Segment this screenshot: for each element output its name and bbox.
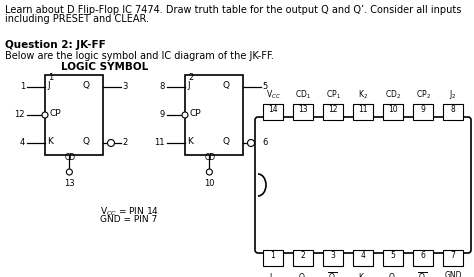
Text: V$_{CC}$ = PIN 14: V$_{CC}$ = PIN 14	[100, 205, 159, 217]
Text: 5: 5	[262, 82, 267, 91]
Text: 11: 11	[155, 138, 165, 147]
Text: 5: 5	[391, 252, 395, 260]
Bar	[353, 250, 373, 266]
Text: J: J	[47, 81, 50, 90]
Bar	[263, 104, 283, 120]
Text: J$_2$: J$_2$	[449, 88, 457, 101]
Circle shape	[108, 140, 115, 147]
Bar	[323, 104, 343, 120]
FancyBboxPatch shape	[255, 117, 471, 253]
Text: K: K	[187, 137, 193, 146]
Circle shape	[66, 169, 73, 175]
Bar	[293, 104, 313, 120]
Circle shape	[247, 140, 255, 147]
Bar	[383, 104, 403, 120]
Text: 3: 3	[122, 82, 128, 91]
Text: Q: Q	[83, 81, 90, 90]
Text: 11: 11	[358, 106, 368, 114]
Text: CP: CP	[190, 109, 201, 118]
Bar	[185, 75, 243, 155]
Text: 13: 13	[64, 179, 75, 188]
Text: 10: 10	[204, 179, 215, 188]
Text: V$_{CC}$: V$_{CC}$	[265, 88, 281, 101]
Text: CD$_2$: CD$_2$	[385, 88, 401, 101]
Text: 13: 13	[298, 106, 308, 114]
Circle shape	[206, 169, 212, 175]
Text: 2: 2	[122, 138, 127, 147]
Text: CD: CD	[64, 153, 75, 162]
Text: 7: 7	[451, 252, 456, 260]
Text: J: J	[187, 81, 190, 90]
Text: 12: 12	[15, 110, 25, 119]
Text: 1: 1	[271, 252, 275, 260]
Text: CD$_1$: CD$_1$	[295, 88, 311, 101]
Bar	[383, 250, 403, 266]
Text: 9: 9	[420, 106, 426, 114]
Text: 9: 9	[160, 110, 165, 119]
Bar	[413, 250, 433, 266]
Text: Q$_2$: Q$_2$	[418, 271, 428, 277]
Text: 2: 2	[188, 73, 193, 82]
Circle shape	[42, 112, 48, 118]
Bar	[353, 104, 373, 120]
Text: GND: GND	[444, 271, 462, 277]
Text: 4: 4	[361, 252, 365, 260]
Text: 1: 1	[48, 73, 54, 82]
Text: Q: Q	[83, 137, 90, 146]
Text: 10: 10	[388, 106, 398, 114]
Text: 8: 8	[451, 106, 456, 114]
Bar	[293, 250, 313, 266]
Text: including PRESET and CLEAR.: including PRESET and CLEAR.	[5, 14, 149, 24]
Text: 6: 6	[420, 252, 426, 260]
Text: Q$_1$: Q$_1$	[298, 271, 309, 277]
Bar	[443, 104, 463, 120]
Text: Below are the logic symbol and IC diagram of the JK-FF.: Below are the logic symbol and IC diagra…	[5, 51, 274, 61]
Text: K: K	[47, 137, 53, 146]
Text: 2: 2	[301, 252, 305, 260]
Circle shape	[182, 112, 188, 118]
Bar	[323, 250, 343, 266]
Text: CP$_2$: CP$_2$	[416, 88, 430, 101]
Text: LOGIC SYMBOL: LOGIC SYMBOL	[61, 62, 149, 72]
Text: 8: 8	[160, 82, 165, 91]
Text: 3: 3	[330, 252, 336, 260]
Text: Q$_1$: Q$_1$	[328, 271, 338, 277]
Text: J$_1$: J$_1$	[269, 271, 277, 277]
Text: Learn about D Flip-Flop IC 7474. Draw truth table for the output Q and Q’. Consi: Learn about D Flip-Flop IC 7474. Draw tr…	[5, 5, 461, 15]
Text: 1: 1	[20, 82, 25, 91]
Text: Question 2: JK-FF: Question 2: JK-FF	[5, 40, 106, 50]
Text: Q$_2$: Q$_2$	[388, 271, 399, 277]
Text: K$_1$: K$_1$	[358, 271, 368, 277]
Text: Q: Q	[223, 137, 230, 146]
Text: CD: CD	[204, 153, 216, 162]
Text: 6: 6	[262, 138, 267, 147]
Bar	[443, 250, 463, 266]
Bar	[263, 250, 283, 266]
Text: Q: Q	[223, 81, 230, 90]
Text: 14: 14	[268, 106, 278, 114]
Bar	[413, 104, 433, 120]
Text: 4: 4	[20, 138, 25, 147]
Text: CP$_1$: CP$_1$	[326, 88, 340, 101]
Text: CP: CP	[50, 109, 62, 118]
Text: GND = PIN 7: GND = PIN 7	[100, 215, 157, 224]
Text: 12: 12	[328, 106, 338, 114]
Text: K$_2$: K$_2$	[358, 88, 368, 101]
Bar	[45, 75, 103, 155]
